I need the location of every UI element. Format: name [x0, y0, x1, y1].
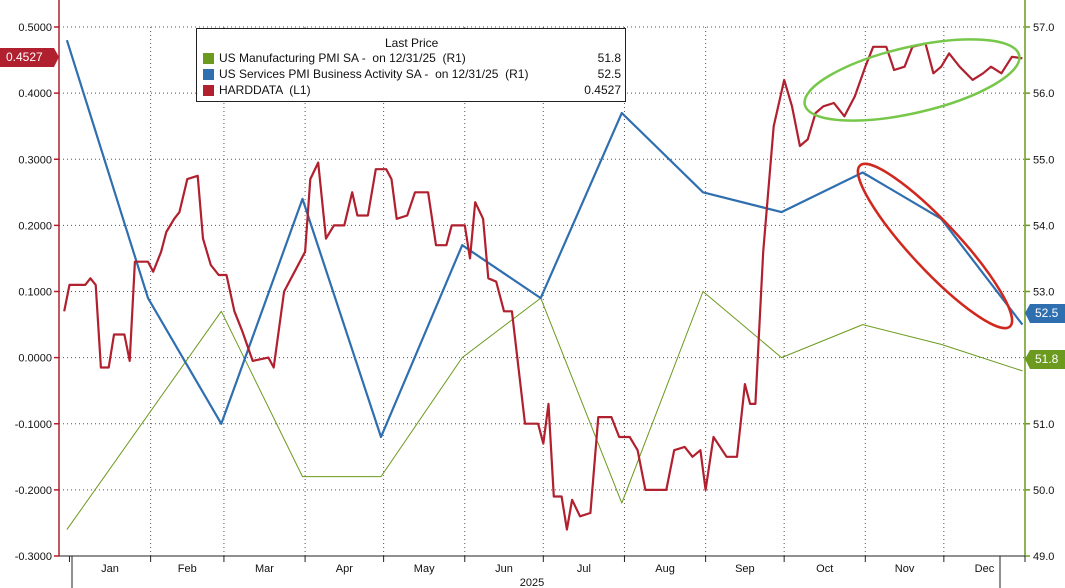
right-tick-label: 57.0	[1033, 22, 1054, 34]
legend-title: Last Price	[385, 36, 439, 50]
annotation-ellipse-red	[856, 162, 1014, 330]
legend-label-services: US Services PMI Business Activity SA - o…	[219, 67, 529, 81]
left-tick-label: -0.3000	[15, 551, 52, 563]
manufacturing-last-badge: 51.8	[1030, 350, 1065, 369]
series-line-2	[63, 42, 1023, 531]
legend-label-manufacturing: US Manufacturing PMI SA - on 12/31/25 (R…	[219, 51, 466, 65]
right-tick-label: 55.0	[1033, 154, 1054, 166]
legend-item-harddata: HARDDATA (L1) 0.4527	[203, 83, 621, 99]
gridlines	[59, 26, 1025, 557]
legend-value-services: 52.5	[597, 67, 621, 81]
series-line-0	[66, 291, 1023, 530]
services-badge-pointer	[1025, 304, 1030, 323]
right-tick-label: 50.0	[1033, 485, 1054, 497]
legend-swatch-services	[203, 69, 214, 80]
left-tick-label: 0.2000	[18, 220, 52, 232]
left-tick-label: -0.2000	[15, 485, 52, 497]
right-tick-label: 49.0	[1033, 551, 1054, 563]
x-tick-label: Jul	[577, 563, 591, 575]
services-last-badge: 52.5	[1030, 304, 1065, 323]
left-tick-label: 0.5000	[18, 22, 52, 34]
right-tick-label: 53.0	[1033, 287, 1054, 299]
x-axis-label: 2025	[520, 577, 544, 588]
annotation-layer	[54, 38, 1030, 369]
x-tick-label: Feb	[178, 563, 197, 575]
right-tick-label: 54.0	[1033, 220, 1054, 232]
x-tick-label: Oct	[816, 563, 833, 575]
x-tick-label: Dec	[975, 563, 995, 575]
left-tick-label: 0.4000	[18, 88, 52, 100]
annotation-ellipse-green	[803, 38, 1021, 122]
series-line-1	[65, 39, 1024, 439]
harddata-last-badge: 0.4527	[0, 48, 54, 67]
right-tick-label: 51.0	[1033, 419, 1054, 431]
x-tick-label: Mar	[255, 563, 274, 575]
legend-swatch-manufacturing	[203, 53, 214, 64]
x-tick-label: Aug	[655, 563, 675, 575]
x-tick-label: Jan	[101, 563, 119, 575]
legend-item-services: US Services PMI Business Activity SA - o…	[203, 67, 621, 83]
x-tick-label: Apr	[336, 563, 353, 575]
legend-label-harddata: HARDDATA (L1)	[219, 83, 311, 97]
left-axis-ticks: 0.5000 0.4000 0.3000 0.2000 0.1000 0.0000 -0.1…	[15, 22, 59, 563]
left-tick-label: 0.3000	[18, 154, 52, 166]
legend-item-manufacturing: US Manufacturing PMI SA - on 12/31/25 (R…	[203, 51, 621, 67]
legend: Last Price US Manufacturing PMI SA - on …	[196, 28, 626, 102]
x-tick-label: Sep	[735, 563, 755, 575]
left-tick-label: 0.0000	[18, 353, 52, 365]
x-tick-label: May	[414, 563, 435, 575]
harddata-badge-pointer	[54, 48, 59, 67]
left-tick-label: -0.1000	[15, 419, 52, 431]
legend-value-manufacturing: 51.8	[597, 51, 621, 65]
legend-swatch-harddata	[203, 85, 214, 96]
x-tick-label: Jun	[495, 563, 513, 575]
right-axis-ticks: 57.056.055.054.053.052.051.050.049.0	[1025, 22, 1054, 563]
right-tick-label: 56.0	[1033, 88, 1054, 100]
x-axis-ticks: Jan Feb Mar Apr May Jun Jul Aug Sep Oct Nov Dec	[68, 556, 1026, 588]
x-tick-label: Nov	[895, 563, 915, 575]
series-layer	[63, 39, 1024, 531]
left-tick-label: 0.1000	[18, 287, 52, 299]
legend-value-harddata: 0.4527	[584, 83, 621, 97]
manufacturing-badge-pointer	[1025, 350, 1030, 369]
